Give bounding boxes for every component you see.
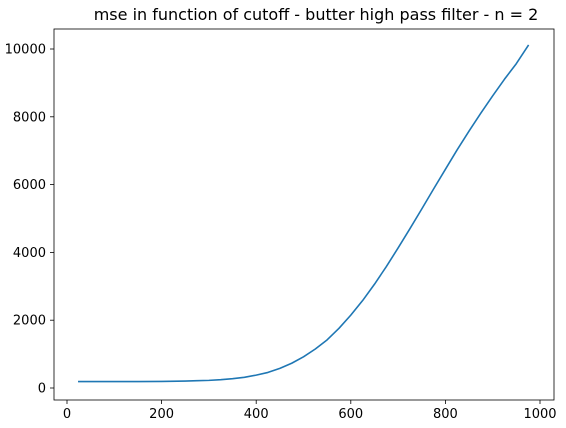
y-tick-label: 6000 xyxy=(13,178,46,193)
plot-area xyxy=(78,44,530,383)
series-line-0 xyxy=(78,44,530,383)
x-tick-label: 800 xyxy=(433,407,458,422)
y-tick-label: 10000 xyxy=(5,43,46,58)
x-tick-label: 0 xyxy=(63,407,71,422)
y-tick-label: 8000 xyxy=(13,110,46,125)
y-tick-label: 4000 xyxy=(13,246,46,261)
plot-frame xyxy=(53,28,555,401)
chart-title: mse in function of cutoff - butter high … xyxy=(94,5,539,24)
x-tick-label: 400 xyxy=(244,407,269,422)
x-tick-label: 200 xyxy=(149,407,174,422)
x-tick-label: 600 xyxy=(338,407,363,422)
y-tick-label: 2000 xyxy=(13,314,46,329)
y-tick-label: 0 xyxy=(38,382,46,397)
x-tick-label: 1000 xyxy=(523,407,556,422)
